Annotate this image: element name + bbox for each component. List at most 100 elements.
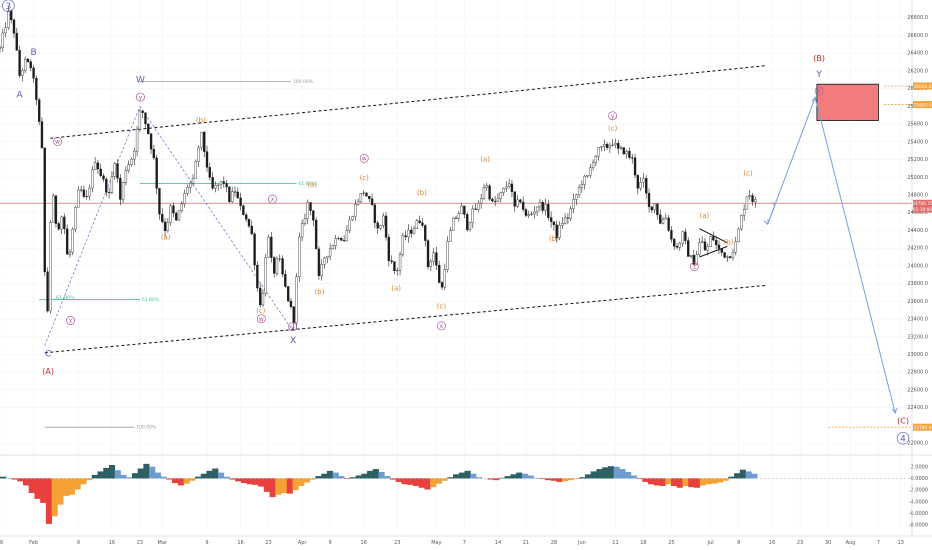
- oscillator-bar: [63, 478, 70, 496]
- candle-body: [270, 236, 273, 258]
- candle-body: [370, 198, 374, 205]
- candle-body: [4, 27, 7, 34]
- candle-body: [452, 217, 455, 231]
- wave-label: x: [271, 196, 275, 203]
- wave-label-circle: [66, 316, 75, 325]
- x-tick-label: 25: [668, 540, 674, 546]
- wave-label: (c): [608, 124, 618, 132]
- wave-label-circle: [53, 137, 63, 146]
- oscillator-bar: [590, 471, 597, 479]
- wave-label: (c): [360, 174, 370, 182]
- oscillator-bar: [332, 472, 339, 479]
- candle-body: [57, 223, 60, 230]
- x-tick-label: Jun: [577, 540, 586, 546]
- candle-body: [569, 208, 572, 219]
- candle-body: [740, 215, 743, 230]
- candle-body: [547, 204, 550, 218]
- candle-body: [754, 199, 757, 203]
- candle-body: [502, 188, 505, 193]
- y-tick-label: 24600.0: [907, 210, 928, 216]
- price-badge: [913, 205, 932, 213]
- wave-label-circle: [288, 322, 298, 332]
- candle-body: [703, 241, 707, 251]
- oscillator-bar: [573, 478, 580, 479]
- candlestick-series[interactable]: [0, 6, 757, 330]
- x-tick-label: 13: [898, 540, 904, 546]
- oscillator-bar: [292, 478, 299, 491]
- wave-label: (c): [743, 169, 753, 177]
- wave-label: (a): [161, 233, 171, 241]
- candle-body: [401, 235, 405, 255]
- candle-body: [507, 183, 511, 187]
- oscillator-bar: [0, 476, 7, 479]
- oscillator-bar: [596, 469, 603, 479]
- y-tick-label: 22800.0: [907, 370, 928, 376]
- channel-trendline: [50, 65, 767, 139]
- candle-body: [695, 254, 698, 265]
- oscillator-bar: [361, 473, 368, 479]
- candle-body: [15, 32, 18, 51]
- oscillator-bar: [562, 478, 569, 482]
- candle-body: [54, 195, 58, 224]
- candle-body: [647, 192, 651, 208]
- candle-body: [681, 231, 684, 244]
- price-badge: [913, 199, 932, 207]
- candle-body: [552, 221, 556, 226]
- candle-body: [664, 217, 667, 220]
- candle-body: [521, 201, 525, 210]
- wave-label: (b): [315, 288, 325, 296]
- candle-body: [68, 251, 72, 255]
- candle-body: [155, 157, 158, 189]
- x-tick-label: 9: [329, 540, 332, 546]
- wave-label: A: [16, 90, 23, 100]
- wave-label-circle: [896, 431, 910, 445]
- forecast-arrowhead: [811, 96, 817, 103]
- oscillator-bar: [498, 477, 506, 479]
- wedge-line: [699, 245, 728, 258]
- candle-body: [320, 264, 323, 276]
- wave-label: B: [30, 48, 36, 58]
- oscillator-bar: [223, 476, 230, 479]
- candle-body: [130, 158, 133, 165]
- candle-body: [580, 184, 584, 188]
- candle-body: [678, 243, 681, 248]
- oscillator-bar: [91, 474, 98, 479]
- wave-label: (b): [549, 235, 559, 243]
- candle-body: [485, 185, 488, 188]
- oscillator-bar: [682, 478, 689, 486]
- oscillator-bar: [533, 477, 540, 479]
- candle-body: [105, 179, 108, 193]
- fib-connector-line: [44, 106, 141, 346]
- x-tick-label: Aug: [846, 540, 856, 546]
- candle-body: [426, 240, 430, 268]
- x-tick-label: 9: [205, 540, 208, 546]
- candle-body: [264, 257, 267, 294]
- oscillator-bar: [527, 475, 534, 479]
- candle-body: [373, 204, 377, 224]
- candle-body: [138, 110, 142, 130]
- oscillator-bar: [97, 471, 104, 479]
- oscillator-bar: [11, 478, 18, 480]
- x-tick-label: 16: [769, 540, 775, 546]
- candle-body: [605, 144, 609, 148]
- wave-label: 4: [900, 434, 906, 444]
- oscillator-bar: [229, 478, 236, 480]
- candle-body: [0, 47, 2, 49]
- candle-body: [356, 201, 360, 205]
- oscillator-bar: [321, 473, 328, 479]
- x-tick-label: Mar: [158, 540, 168, 546]
- candle-body: [421, 222, 424, 226]
- candle-body: [141, 110, 144, 113]
- y-tick-label: 26800.0: [907, 15, 928, 21]
- candle-body: [449, 230, 452, 242]
- oscillator-bar: [550, 478, 557, 481]
- price-badge-label: 25820.0: [914, 102, 932, 108]
- candle-body: [298, 236, 301, 277]
- oscillator-bar: [263, 478, 270, 492]
- oscillator-bar: [281, 478, 288, 493]
- candle-body: [242, 205, 245, 216]
- candle-body: [21, 70, 24, 76]
- fib-level-label: 61.80%: [299, 181, 317, 187]
